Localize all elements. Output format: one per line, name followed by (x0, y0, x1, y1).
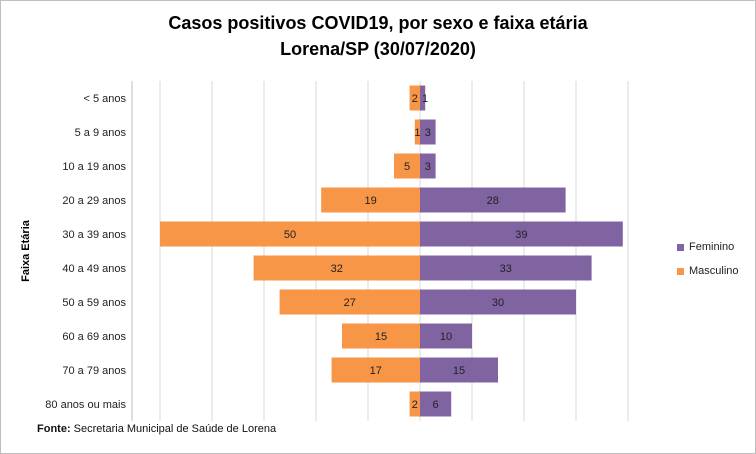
data-label-masculino: 1 (414, 127, 420, 139)
bar-feminino (420, 357, 498, 383)
bar-masculino (394, 153, 420, 179)
data-label-feminino: 15 (453, 365, 465, 377)
data-label-masculino: 5 (404, 161, 410, 173)
data-label-masculino: 27 (344, 297, 356, 309)
data-label-feminino: 30 (492, 297, 504, 309)
category-label: < 5 anos (83, 93, 126, 105)
y-axis-title: Faixa Etária (20, 219, 32, 282)
bar-feminino (420, 85, 426, 111)
source-text: Secretaria Municipal de Saúde de Lorena (73, 423, 277, 435)
category-label: 70 a 79 anos (62, 365, 126, 377)
bar-masculino (342, 323, 420, 349)
data-label-masculino: 19 (364, 195, 376, 207)
bar-masculino (409, 391, 420, 417)
bar-feminino (420, 221, 623, 247)
source-label: Fonte: (37, 423, 71, 435)
source-note: Fonte: Secretaria Municipal de Saúde de … (37, 423, 276, 435)
data-label-masculino: 2 (412, 93, 418, 105)
data-label-feminino: 6 (433, 399, 439, 411)
data-label-feminino: 3 (425, 161, 431, 173)
bar-feminino (420, 323, 472, 349)
legend-swatch-feminino (677, 243, 684, 251)
data-label-masculino: 15 (375, 331, 387, 343)
bar-feminino (420, 391, 452, 417)
data-label-masculino: 32 (331, 263, 343, 275)
bar-feminino (420, 255, 592, 281)
bar-masculino (331, 357, 420, 383)
legend-item-masculino: Masculino (677, 265, 739, 277)
category-label: 30 a 39 anos (62, 229, 126, 241)
category-label: 40 a 49 anos (62, 263, 126, 275)
category-label: 5 a 9 anos (75, 127, 127, 139)
data-label-masculino: 50 (284, 229, 296, 241)
legend-swatch-masculino (677, 267, 684, 275)
bar-masculino (160, 221, 420, 247)
data-label-feminino: 33 (500, 263, 512, 275)
category-label: 80 anos ou mais (45, 399, 126, 411)
data-label-feminino: 3 (425, 127, 431, 139)
bar-masculino (253, 255, 420, 281)
data-label-feminino: 10 (440, 331, 452, 343)
bar-feminino (420, 153, 436, 179)
bar-masculino (321, 187, 420, 213)
data-label-feminino: 28 (487, 195, 499, 207)
bar-masculino (409, 85, 420, 111)
category-label: 60 a 69 anos (62, 331, 126, 343)
category-label: 50 a 59 anos (62, 297, 126, 309)
category-label: 20 a 29 anos (62, 195, 126, 207)
legend-item-feminino: Feminino (677, 241, 734, 253)
data-label-masculino: 17 (370, 365, 382, 377)
bar-feminino (420, 187, 566, 213)
data-label-masculino: 2 (412, 399, 418, 411)
bar-feminino (420, 289, 576, 315)
chart-title: Casos positivos COVID19, por sexo e faix… (168, 13, 588, 33)
legend-label-feminino: Feminino (689, 241, 735, 253)
bar-feminino (420, 119, 436, 145)
data-label-feminino: 39 (515, 229, 527, 241)
bar-masculino (279, 289, 420, 315)
data-label-feminino: 1 (422, 93, 428, 105)
legend-label-masculino: Masculino (689, 265, 739, 277)
category-label: 10 a 19 anos (62, 161, 126, 173)
bar-masculino (414, 119, 420, 145)
chart-subtitle: Lorena/SP (30/07/2020) (280, 39, 476, 59)
